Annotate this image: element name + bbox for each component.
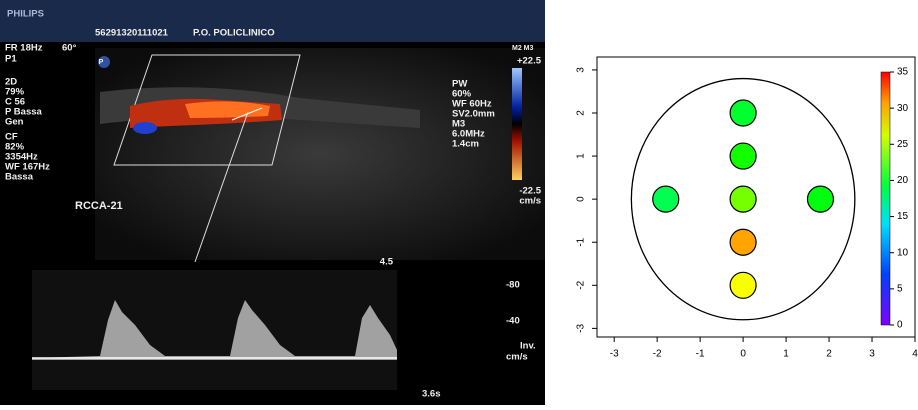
electrode (730, 143, 756, 169)
colorbar-label: 20 (897, 175, 909, 186)
scale-mode: M2 M3 (512, 45, 534, 52)
electrode (730, 100, 756, 126)
header-site: P.O. POLICLINICO (193, 28, 275, 39)
x-tick-label: 1 (783, 349, 789, 360)
probe-label: P (99, 59, 104, 66)
electrode (730, 229, 756, 255)
velocity-colorbar (512, 68, 522, 180)
electrode (807, 186, 833, 212)
y-tick-label: -3 (576, 324, 587, 333)
left-param: Bassa (5, 172, 34, 183)
brand: PHILIPS (7, 9, 44, 20)
header-id: 56291320111021 (95, 28, 169, 39)
doppler-tick: -80 (506, 280, 520, 291)
doppler-tick: -40 (506, 316, 520, 327)
x-tick-label: 3 (869, 349, 875, 360)
page: {"ultrasound": {"brand": "PHILIPS", "hea… (0, 0, 918, 405)
x-tick-label: -2 (653, 349, 662, 360)
figure: PHILIPS 56291320111021 P.O. POLICLINICO … (0, 0, 918, 405)
doppler-inv: Inv. (520, 341, 536, 352)
x-tick-label: -3 (610, 349, 619, 360)
left-param: Gen (5, 117, 24, 128)
colorbar-label: 5 (897, 283, 903, 294)
time: 3.6s (422, 389, 441, 400)
colorbar-label: 0 (897, 320, 903, 331)
y-tick-label: 2 (576, 110, 587, 116)
doppler-area (32, 270, 397, 390)
scale-unit: cm/s (519, 196, 541, 207)
y-tick-label: -2 (576, 280, 587, 289)
y-tick-label: 3 (576, 67, 587, 73)
frame-rate: FR 18Hz (5, 43, 43, 54)
y-tick-label: -1 (576, 237, 587, 246)
doppler-unit: cm/s (506, 352, 528, 363)
color-flow-reverse (133, 122, 157, 134)
b-mode-image (95, 48, 545, 260)
y-tick-label: 1 (576, 153, 587, 159)
colorbar-label: 25 (897, 139, 909, 150)
ultrasound-panel: PHILIPS 56291320111021 P.O. POLICLINICO … (0, 0, 545, 405)
right-param: 1.4cm (452, 139, 479, 150)
x-tick-label: -1 (696, 349, 705, 360)
colorbar-label: 10 (897, 247, 909, 258)
angle: 60° (62, 43, 77, 54)
colorbar-label: 35 (897, 67, 909, 78)
scale-top: +22.5 (517, 56, 542, 67)
annotation: RCCA-21 (75, 200, 123, 212)
y-tick-label: 0 (576, 196, 587, 202)
left-param: P1 (5, 54, 17, 65)
electrode (730, 272, 756, 298)
x-tick-label: 2 (826, 349, 832, 360)
electrode (730, 186, 756, 212)
colorbar-label: 30 (897, 103, 909, 114)
depth: 4.5 (380, 257, 394, 268)
x-tick-label: 4 (912, 349, 918, 360)
x-tick-label: 0 (740, 349, 746, 360)
electrode (653, 186, 679, 212)
colorbar (881, 72, 890, 325)
colorbar-label: 15 (897, 211, 909, 222)
